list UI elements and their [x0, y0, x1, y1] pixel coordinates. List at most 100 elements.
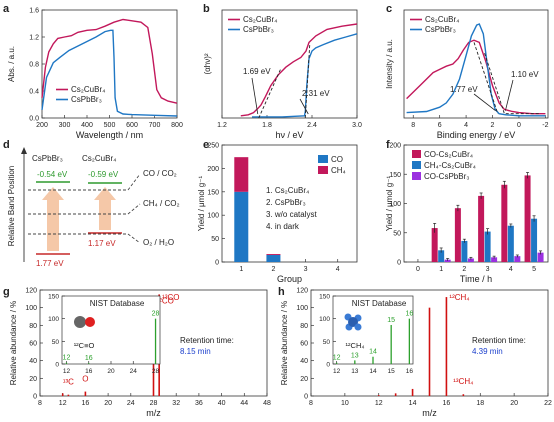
panel-f-bar: [531, 218, 538, 262]
panel-h-inset-xtick-label: 13: [351, 368, 359, 375]
panel-d-cb-label: -0.54 eV: [37, 170, 68, 179]
panel-c-arrow: [473, 93, 496, 111]
panel-c-frame: [403, 9, 549, 119]
panel-g-inset-molecule: ¹²C≡O: [74, 341, 95, 350]
panel-g-inset-xtick-label: 16: [85, 368, 93, 375]
panel-h-xtick-label: 8: [309, 400, 313, 407]
panel-g-ytick-label: 60: [29, 341, 37, 348]
panel-f-legend-swatch: [412, 150, 421, 158]
panel-c-legend-label: Cs₂CuBr₄: [425, 15, 459, 24]
panel-f-xtick-label: 5: [532, 266, 536, 273]
panel-h-inset-peak-label: 15: [387, 317, 395, 324]
panel-a-ytick-label: 1.2: [29, 35, 39, 42]
panel-g-ytick-label: 80: [29, 323, 37, 330]
panel-b-frame: [221, 9, 358, 119]
panel-g-xtick-label: 12: [59, 400, 67, 407]
panel-a-xtick-label: 500: [104, 122, 116, 129]
panel-f-bar: [491, 257, 498, 262]
panel-a-xlabel: Wavelength / nm: [76, 130, 143, 140]
panel-h-inset-peak-label: 16: [405, 311, 413, 318]
panel-e-xlabel: Group: [277, 274, 302, 284]
panel-e-note: 2. CsPbBr₃: [266, 198, 306, 207]
panel-letter-f: f: [386, 139, 390, 151]
panel-e-xtick-label: 2: [271, 266, 275, 273]
panel-b-xtick-label: 3.0: [352, 122, 362, 129]
panel-g-ytick-label: 20: [29, 376, 37, 383]
panel-letter-e: e: [203, 139, 209, 151]
panel-letter-c: c: [386, 3, 392, 15]
panel-e-xtick-label: 1: [239, 266, 243, 273]
panel-h-inset-xtick-label: 15: [388, 368, 396, 375]
panel-a-xtick-label: 800: [171, 122, 183, 129]
panel-a-series-line: [41, 18, 178, 104]
panel-f-bar: [444, 259, 451, 262]
panel-a-legend-label: CsPbBr₃: [71, 95, 102, 104]
panel-f-ytick-label: 50: [393, 230, 401, 237]
panel-d-redox-line: [127, 173, 141, 191]
panel-g-ytick-label: 100: [25, 305, 37, 312]
carbon-atom-icon: [348, 317, 358, 327]
panel-b-legend-label: Cs₂CuBr₄: [243, 15, 277, 24]
panel-b-xlabel: hν / eV: [275, 130, 303, 140]
panel-g-inset-xtick-label: 28: [152, 368, 160, 375]
panel-h-xlabel: m/z: [422, 408, 437, 418]
panel-g-ytick-label: 120: [25, 288, 37, 295]
panel-f-legend-swatch: [412, 172, 421, 180]
panel-h-xtick-label: 10: [341, 400, 349, 407]
panel-g-inset-title: NIST Database: [90, 299, 145, 308]
panel-h-ytick-label: 60: [300, 341, 308, 348]
panel-g-xtick-label: 32: [172, 400, 180, 407]
panel-h-ytick-label: 100: [296, 305, 308, 312]
panel-f-xtick-label: 1: [439, 266, 443, 273]
panel-a-xtick-label: 400: [81, 122, 93, 129]
panel-e-note: 4. in dark: [266, 222, 300, 231]
panel-b-series-line: [252, 33, 358, 118]
panel-f-legend-label: CH₄-Cs₂CuBr₄: [424, 161, 476, 170]
panel-e-legend-label: CO: [331, 155, 343, 164]
panel-g-xtick-label: 44: [240, 400, 248, 407]
panel-a-xtick-label: 700: [149, 122, 161, 129]
panel-c-annotation: 1.10 eV: [511, 70, 539, 79]
panel-h-ylabel: Relative abundance / %: [280, 301, 289, 386]
panel-d-redox-label: CO / CO₂: [143, 169, 177, 178]
panel-c-xtick-label: 2: [491, 122, 495, 129]
panel-h-ytick-label: 40: [300, 358, 308, 365]
panel-d-redox-label: CH₄ / CO₂: [143, 199, 180, 208]
panel-g-peak-label: ¹²CO: [157, 297, 174, 306]
panel-h-inset-ytick-label: 100: [319, 316, 330, 323]
panel-b-xtick-label: 1.8: [262, 122, 272, 129]
panel-a-xtick-label: 300: [59, 122, 71, 129]
panel-a-series-line: [41, 29, 178, 117]
panel-a-frame: [41, 9, 178, 119]
panel-a-ylabel: Abs. / a.u.: [7, 46, 16, 82]
panel-a-xtick-label: 600: [126, 122, 138, 129]
panel-g-peak-label: ¹³CO: [162, 293, 179, 302]
panel-e-bar: [266, 254, 281, 262]
panel-a-ytick-label: 0.8: [29, 62, 39, 69]
panel-d-cb-label: -0.59 eV: [88, 170, 119, 179]
panel-c-ylabel: Intensity / a.u.: [385, 39, 394, 89]
panel-f-xtick-label: 2: [462, 266, 466, 273]
panel-g-xtick-label: 20: [104, 400, 112, 407]
panel-e-ylabel: Yield / μmol g⁻¹: [197, 176, 206, 232]
panel-h-xtick-label: 20: [510, 400, 518, 407]
panel-d-ylabel: Relative Band Position: [7, 166, 16, 247]
panel-g-inset-xtick-label: 24: [130, 368, 138, 375]
panel-d-redox-line: [127, 233, 141, 244]
panel-g-ylabel: Relative abundance / %: [9, 301, 18, 386]
panel-e-bar: [234, 157, 249, 192]
panel-h-inset-peak-label: 13: [351, 352, 359, 359]
panel-h-xtick-label: 12: [375, 400, 383, 407]
panel-h-xtick-label: 16: [443, 400, 451, 407]
panel-d-gap-label: 1.17 eV: [88, 239, 116, 248]
panel-c-xtick-label: 6: [438, 122, 442, 129]
panel-b-tangent: [258, 69, 281, 119]
panel-g-peak-label: ¹³C: [63, 378, 74, 387]
panel-h-inset-peak-label: 14: [369, 349, 377, 356]
panel-f-bar: [537, 252, 544, 262]
panel-h-inset-ytick-label: 150: [319, 294, 330, 301]
panel-h-inset-xtick-label: 12: [333, 368, 341, 375]
panel-g-xtick-label: 24: [127, 400, 135, 407]
panel-h-inset-xtick-label: 14: [369, 368, 377, 375]
panel-c-xtick-label: 4: [464, 122, 468, 129]
